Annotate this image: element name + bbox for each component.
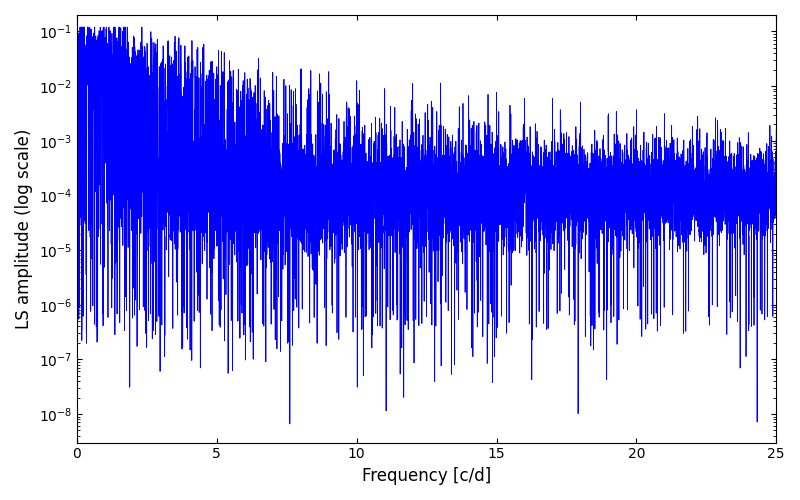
X-axis label: Frequency [c/d]: Frequency [c/d] [362,467,491,485]
Y-axis label: LS amplitude (log scale): LS amplitude (log scale) [15,128,33,329]
